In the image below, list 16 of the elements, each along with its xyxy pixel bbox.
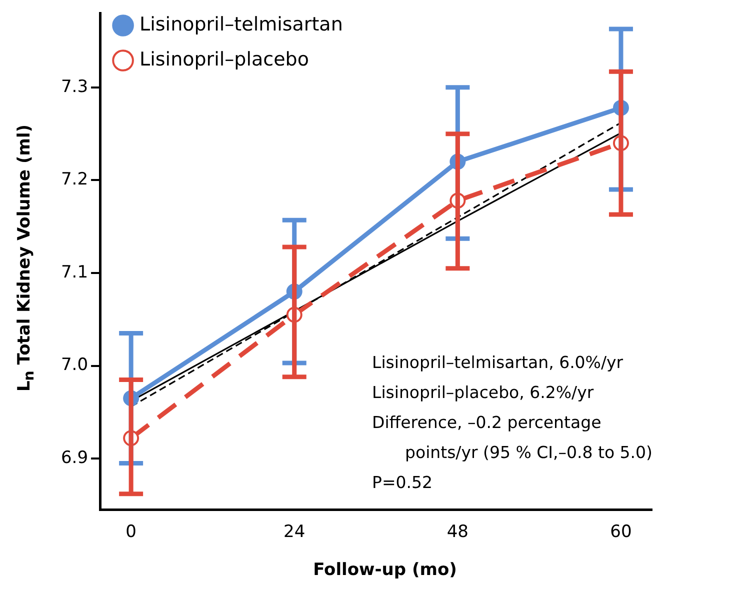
y-tick-label: 7.2 [60,170,88,190]
legend-label: Lisinopril–telmisartan [140,13,343,36]
x-tick-label: 60 [610,522,632,542]
annotation: P=0.52 [372,472,434,494]
y-tick-label: 7.3 [60,76,88,97]
x-tick-label: 48 [446,522,468,542]
legend-label: Lisinopril–placebo [140,48,309,70]
x-tick-label: 0 [126,522,136,542]
annotation: Difference, –0.2 percentage points/yr (95 % CI,–0.8 to 5.0) [372,412,652,464]
x-axis-title: Follow-up (mo) [313,560,457,580]
annotation: Lisinopril–telmisartan, 6.0%/yr [372,352,624,374]
y-tick-label: 7.1 [60,262,88,282]
y-tick-label: 6.9 [60,448,88,468]
annotation: Lisinopril–placebo, 6.2%/yr [372,382,595,404]
x-tick-label: 24 [284,522,306,542]
y-tick-label: 7.0 [60,355,88,376]
